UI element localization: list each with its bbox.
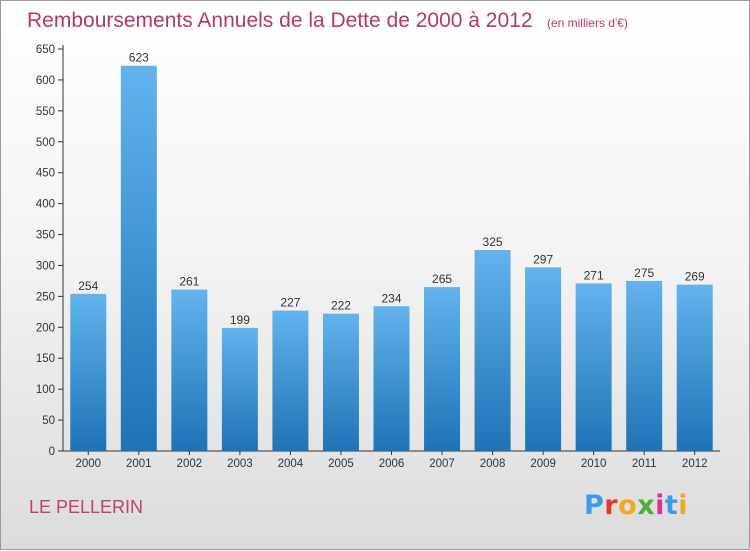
data-label-2007: 265: [432, 272, 452, 286]
y-tick-label: 600: [36, 75, 55, 87]
bars: [70, 65, 713, 452]
logo-letter: i: [678, 490, 689, 521]
x-tick-label: 2010: [581, 458, 607, 470]
y-tick-label: 350: [36, 230, 55, 242]
logo-letter: x: [637, 490, 656, 521]
logo-letter: t: [664, 490, 679, 521]
data-label-2002: 261: [179, 275, 199, 289]
logo-letter: r: [604, 490, 619, 521]
y-tick-label: 500: [36, 137, 55, 149]
data-label-2003: 199: [230, 313, 250, 327]
x-tick-label: 2008: [480, 458, 506, 470]
bar-2005: [322, 313, 359, 451]
data-label-2001: 623: [129, 51, 149, 65]
data-labels: 254 623 261 199 227 222 234 265 325 297 271 275 269: [78, 51, 705, 327]
data-label-2011: 275: [634, 266, 654, 280]
bar-2002: [171, 289, 208, 451]
bar-2008: [474, 250, 511, 451]
bar-2010: [575, 283, 612, 451]
y-tick-label: 250: [36, 291, 55, 303]
logo-letter: P: [584, 490, 605, 521]
y-tick-label: 0: [49, 446, 55, 458]
data-label-2006: 234: [381, 291, 401, 305]
x-tick-label: 2009: [530, 458, 556, 470]
bar-2009: [525, 267, 562, 451]
bar-2007: [424, 287, 461, 451]
proxiti-logo: Proxiti: [584, 490, 688, 521]
data-label-2012: 269: [685, 270, 705, 284]
data-label-2008: 325: [483, 235, 503, 249]
logo-letter: o: [618, 490, 638, 521]
x-tick-label: 2005: [328, 458, 354, 470]
title-main: Remboursements Annuels de la Dette de 20…: [27, 9, 533, 32]
x-tick-label: 2000: [75, 458, 101, 470]
bar-2000: [70, 293, 107, 451]
x-tick-label: 2012: [682, 458, 708, 470]
y-tick-label: 650: [36, 44, 55, 56]
y-tick-label: 50: [42, 415, 55, 427]
y-tick-label: 150: [36, 353, 55, 365]
x-tick-label: 2003: [227, 458, 253, 470]
data-label-2005: 222: [331, 299, 351, 313]
bar-2006: [373, 306, 410, 451]
y-tick-label: 400: [36, 199, 55, 211]
chart-title: Remboursements Annuels de la Dette de 20…: [27, 9, 628, 33]
x-tick-label: 2004: [278, 458, 304, 470]
x-tick-label: 2001: [126, 458, 152, 470]
data-label-2004: 227: [280, 296, 300, 310]
bar-2003: [221, 327, 258, 451]
bar-2011: [626, 280, 663, 451]
y-tick-label: 450: [36, 168, 55, 180]
title-unit: (en milliers d'€): [546, 16, 628, 30]
bar-2001: [120, 65, 157, 452]
logo-letter: i: [655, 490, 665, 521]
x-tick-label: 2002: [177, 458, 203, 470]
x-tick-label: 2007: [429, 458, 455, 470]
y-tick-label: 100: [36, 384, 55, 396]
y-tick-label: 200: [36, 322, 55, 334]
bar-2012: [676, 284, 713, 451]
y-tick-label: 300: [36, 260, 55, 272]
data-label-2009: 297: [533, 252, 553, 266]
bar-2004: [272, 310, 309, 451]
data-label-2010: 271: [584, 268, 604, 282]
data-label-2000: 254: [78, 279, 98, 293]
x-tick-label: 2006: [379, 458, 405, 470]
x-tick-label: 2011: [632, 458, 657, 470]
commune-name: LE PELLERIN: [29, 497, 144, 517]
y-tick-label: 550: [36, 106, 55, 118]
